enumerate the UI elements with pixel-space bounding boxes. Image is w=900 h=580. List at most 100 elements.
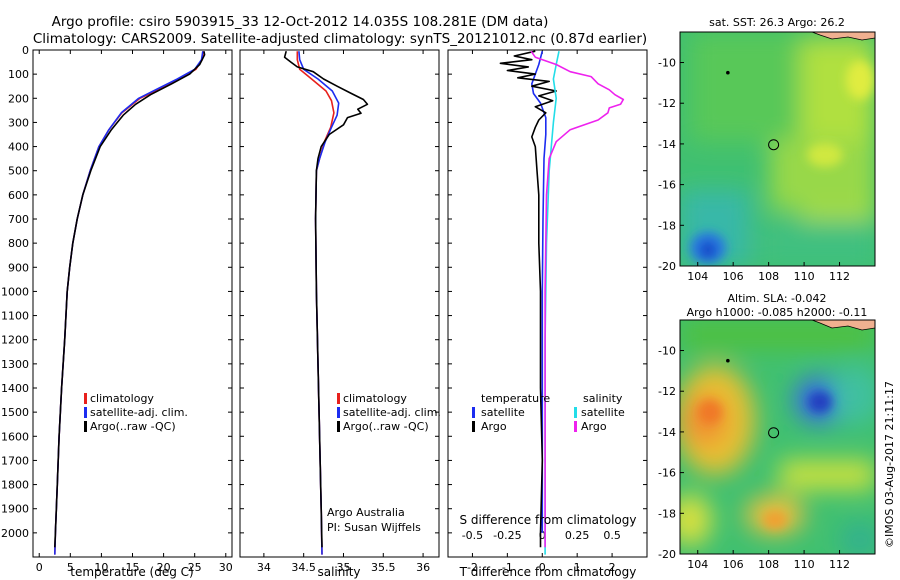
legend-title-temperature: temperature [481,392,550,405]
x-tick-label: 20 [157,561,171,574]
y-tick-label: 200 [8,92,29,105]
difference-legend: temperature salinity satellite Argo sate… [472,392,625,433]
map-x-tick-label: 104 [687,270,708,283]
y-tick-label: 800 [8,237,29,250]
float-pi-annotation: PI: Susan Wijffels [327,521,421,534]
y-tick-label: 1800 [1,479,29,492]
y-tick-label: 1700 [1,454,29,467]
sla-heatmap [680,320,875,554]
y-tick-label: 1600 [1,430,29,443]
s-tick-label: 0.5 [603,529,621,542]
map-x-tick-label: 110 [794,558,815,571]
legend-swatch-satellite [84,407,87,418]
legend-label-argo: Argo(..raw -QC) [90,420,176,433]
y-tick-label: 1500 [1,406,29,419]
x-tick-label: 35.5 [371,561,396,574]
legend-swatch-argo [337,421,340,432]
difference-axes-frame [447,49,648,558]
track-point [726,70,730,75]
y-tick-label: 1200 [1,334,29,347]
series-line-argo [54,51,206,548]
x-tick-label: 0 [539,561,546,574]
legend-label-t-argo: Argo [481,420,507,433]
y-tick-label: 2000 [1,527,29,540]
x-tick-label: 25 [188,561,202,574]
temperature-xlabel: temperature (deg C) [70,565,193,579]
t-difference-xlabel: T difference from climatology [459,565,637,579]
difference-series [499,50,625,555]
salinity-series [283,50,369,555]
map-x-tick-label: 110 [794,270,815,283]
difference-panel: -2 -1 0 1 2 -0.5 -0.25 0 0.25 0.5 T difference fr… [447,49,648,579]
map-x-tick-label: 112 [829,270,850,283]
depth-axis: 0 100 200 300 400 500 600 700 800 900 1000 1100 1200… [1,44,232,540]
legend-swatch-t-argo [472,421,475,432]
legend-swatch-argo [84,421,87,432]
sla-map-frame [679,319,876,555]
map-y-tick-label: -10 [658,57,676,70]
map-x-tick-label: 106 [723,270,744,283]
y-tick-label: 0 [22,44,29,57]
salinity-depth-ticks [240,49,439,534]
x-tick-label: 5 [67,561,74,574]
x-tick-label: 36 [416,561,430,574]
x-tick-label: 10 [94,561,108,574]
series-line-s-argo [530,50,625,548]
legend-label-s-satellite: satellite [581,406,625,419]
legend-title-salinity: salinity [583,392,623,405]
y-tick-label: 1900 [1,503,29,516]
map-y-tick-label: -20 [658,260,676,273]
sla-map-subtitle: Argo h1000: -0.085 h2000: -0.11 [687,306,868,319]
legend-label-s-argo: Argo [581,420,607,433]
legend-label-argo: Argo(..raw -QC) [343,420,429,433]
sla-map-axes: 104 106 108 110 112 -10 -12 -14 -16 -18 -20 [658,345,850,571]
temperature-axes-frame [32,49,233,558]
argo-position-circle [768,139,780,151]
map-y-tick-label: -18 [658,219,676,232]
y-tick-label: 100 [8,68,29,81]
salinity-xlabel: salinity [317,565,360,579]
s-difference-xlabel: S difference from climatology [460,513,637,527]
sla-map-markers [726,358,780,439]
sst-map-markers [726,70,780,151]
y-tick-label: 300 [8,116,29,129]
sst-map-axes: 104 106 108 110 112 -10 -12 -14 -16 -18 -20 [658,57,850,283]
sst-map: sat. SST: 26.3 Argo: 26.2 104 106 108 110 11… [658,16,876,283]
figure-title: Argo profile: csiro 5903915_33 12-Oct-20… [52,14,549,30]
map-x-tick-label: 106 [723,558,744,571]
x-tick-label: -2 [467,561,478,574]
x-tick-label: 34.5 [291,561,316,574]
figure-subtitle: Climatology: CARS2009. Satellite-adjuste… [33,31,647,47]
sla-map: Altim. SLA: -0.042 Argo h1000: -0.085 h2… [658,292,876,571]
s-tick-label: -0.5 [462,529,483,542]
y-tick-label: 1300 [1,358,29,371]
sst-map-frame [679,31,876,267]
x-tick-label: 2 [609,561,616,574]
legend-label-satellite: satellite-adj. clim. [90,406,188,419]
salinity-legend: climatology satellite-adj. clim. Argo(..… [337,392,441,433]
legend-swatch-climatology [84,393,87,404]
y-tick-label: 1000 [1,285,29,298]
map-x-tick-label: 108 [758,270,779,283]
float-operator-annotation: Argo Australia [327,506,405,519]
series-line-argo [283,50,369,548]
y-tick-label: 400 [8,141,29,154]
legend-swatch-s-argo [574,421,577,432]
map-y-tick-label: -12 [658,97,676,110]
map-x-tick-label: 108 [758,558,779,571]
temperature-panel: 0100200300400500600700800900100011001200… [1,44,233,579]
legend-swatch-s-satellite [574,407,577,418]
legend-label-climatology: climatology [90,392,154,405]
series-line-t-argo [499,50,558,548]
map-y-tick-label: -10 [658,345,676,358]
difference-x-axis: -2 -1 0 1 2 -0.5 -0.25 0 0.25 0.5 [462,50,621,574]
x-tick-label: 0 [36,561,43,574]
legend-label-t-satellite: satellite [481,406,525,419]
y-tick-label: 500 [8,165,29,178]
s-tick-label: 0 [539,529,546,542]
imos-credit: ©IMOS 03-Aug-2017 21:11:17 [883,381,896,548]
s-tick-label: 0.25 [565,529,590,542]
x-tick-label: 34 [257,561,271,574]
y-tick-label: 1400 [1,382,29,395]
